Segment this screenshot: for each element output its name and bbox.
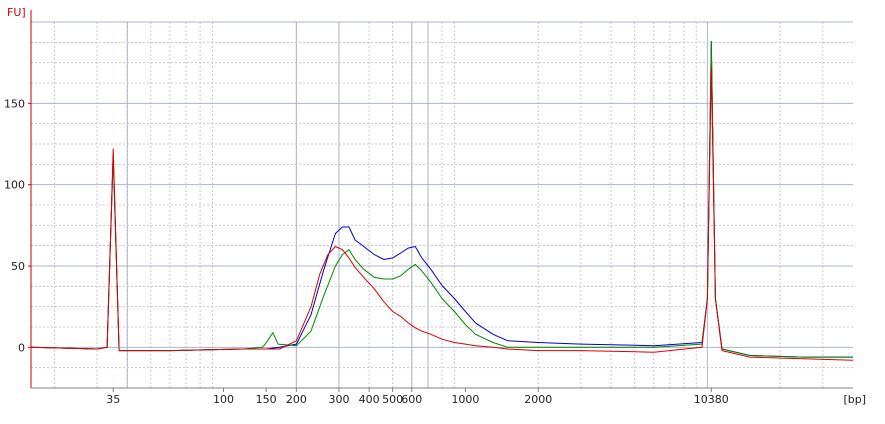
x-tick-label: 500 [382,393,403,406]
y-tick-label: 150 [4,97,25,110]
series-line-2 [30,41,853,358]
x-tick-label: 2000 [524,393,552,406]
x-unit-label: [bp] [843,393,866,406]
x-tick-label: 400 [359,393,380,406]
y-tick-label: 0 [18,341,25,354]
x-tick-label: 300 [328,393,349,406]
x-tick-label: 150 [256,393,277,406]
x-tick-label: 600 [401,393,422,406]
y-tick-label: 50 [11,260,25,273]
axes [28,10,853,392]
x-tick-label: 1000 [451,393,479,406]
x-tick-label: 200 [286,393,307,406]
y-unit-label: FU] [7,6,26,19]
x-tick-label: 10380 [694,393,729,406]
grid-lines [31,21,853,389]
y-tick-label: 100 [4,179,25,192]
plot-area [30,41,854,361]
x-tick-label: 100 [213,393,234,406]
series-line-3 [30,67,854,361]
x-tick-label: 35 [106,393,120,406]
